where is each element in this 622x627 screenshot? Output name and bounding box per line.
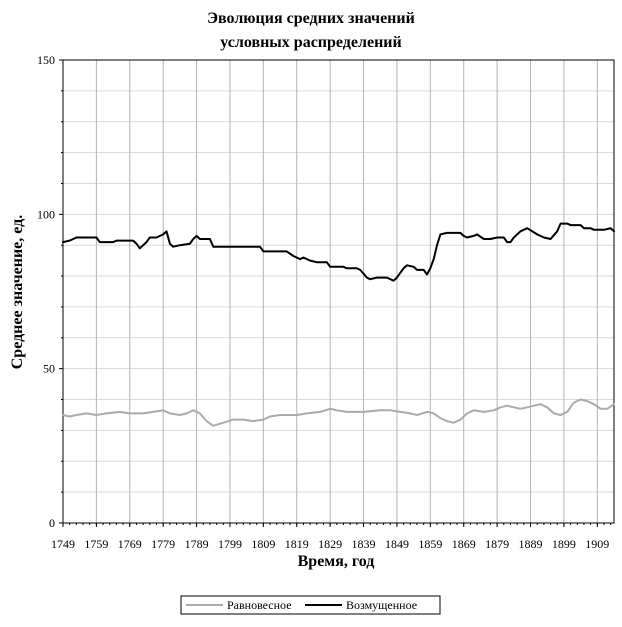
x-tick-label: 1829 <box>318 537 342 551</box>
x-tick-label: 1839 <box>352 537 376 551</box>
x-tick-label: 1749 <box>51 537 75 551</box>
x-tick-label: 1899 <box>552 537 576 551</box>
x-tick-label: 1859 <box>418 537 442 551</box>
x-tick-label: 1799 <box>218 537 242 551</box>
x-tick-label: 1809 <box>251 537 275 551</box>
legend-label-equilibrium: Равновесное <box>227 598 292 612</box>
y-tick-label: 50 <box>43 362 55 376</box>
x-tick-label: 1869 <box>452 537 476 551</box>
y-tick-label: 150 <box>37 53 55 67</box>
series-layer <box>62 222 615 427</box>
x-axis-label: Время, год <box>298 553 375 570</box>
plot-area <box>62 59 615 524</box>
x-tick-label: 1849 <box>385 537 409 551</box>
ticks: 0 50 100 150 1749 1759 1769 1779 1789 1799 1809 181… <box>37 53 612 551</box>
x-tick-label: 1759 <box>84 537 108 551</box>
series-line-perturbed <box>62 222 615 282</box>
x-tick-label: 1819 <box>285 537 309 551</box>
y-tick-label: 100 <box>37 207 55 221</box>
x-tick-label: 1889 <box>519 537 543 551</box>
chart-title-line-2: условных распределений <box>220 34 401 51</box>
x-tick-label: 1789 <box>185 537 209 551</box>
y-tick-label: 0 <box>49 516 55 530</box>
grid <box>63 60 614 523</box>
legend-label-perturbed: Возмущенное <box>346 598 417 612</box>
chart-title-line-1: Эволюция средних значений <box>207 10 415 27</box>
legend: Равновесное Возмущенное <box>180 595 441 615</box>
x-tick-label: 1769 <box>118 537 142 551</box>
series-line-equilibrium <box>62 398 615 427</box>
x-tick-label: 1779 <box>151 537 175 551</box>
y-axis-label: Среднее значение, ед. <box>9 215 26 370</box>
x-tick-label: 1879 <box>485 537 509 551</box>
x-tick-label: 1909 <box>585 537 609 551</box>
